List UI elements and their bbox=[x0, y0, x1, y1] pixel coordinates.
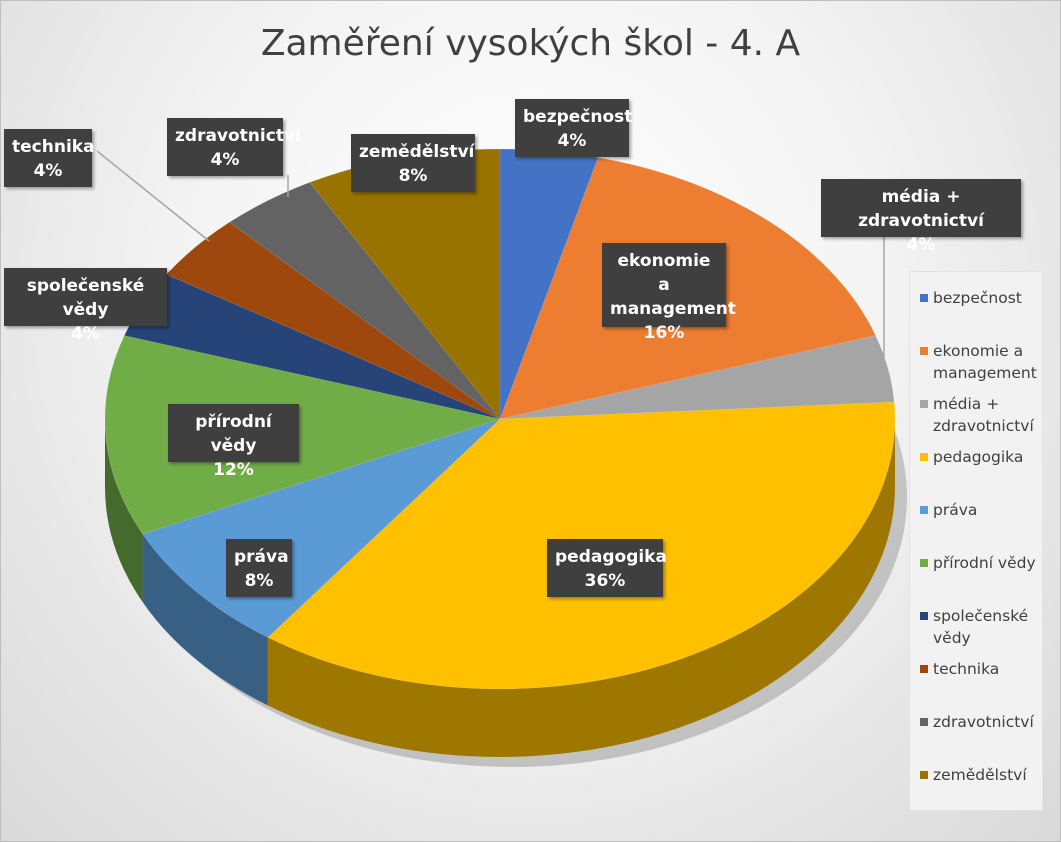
data-label-média-+-zdravotnictví: média + zdravotnictví 4% bbox=[821, 179, 1021, 255]
data-label-percent: 36% bbox=[584, 571, 626, 591]
legend-swatch bbox=[920, 294, 928, 302]
data-label-category: technika bbox=[12, 137, 95, 157]
legend-swatch bbox=[920, 506, 928, 514]
legend-label: zemědělství bbox=[933, 766, 1027, 784]
legend-label: zdravotnictví bbox=[933, 713, 1034, 731]
legend-item: práva bbox=[920, 499, 1042, 552]
legend-item: technika bbox=[920, 658, 1042, 711]
data-label-přírodní-vědy: přírodní vědy 12% bbox=[168, 404, 299, 480]
pie-slice-média-+-zdravotnictví bbox=[499, 335, 895, 420]
pie-side-přírodní-vědy bbox=[105, 419, 143, 602]
data-label-percent: 4% bbox=[557, 131, 587, 151]
legend-item: ekonomie a management bbox=[920, 340, 1042, 393]
legend-item: přírodní vědy bbox=[920, 552, 1042, 605]
chart-title: Zaměření vysokých škol - 4. A bbox=[260, 23, 801, 64]
data-label-percent: 8% bbox=[398, 166, 428, 186]
legend-swatch bbox=[920, 453, 928, 461]
legend-swatch bbox=[920, 612, 928, 620]
legend-item: bezpečnost bbox=[920, 287, 1042, 340]
data-label-category: přírodní vědy bbox=[195, 412, 272, 456]
data-label-category: zdravotnictví bbox=[175, 126, 301, 146]
legend-label: technika bbox=[933, 660, 1000, 678]
legend-item: pedagogika bbox=[920, 446, 1042, 499]
data-label-category: zemědělství bbox=[359, 142, 475, 162]
legend-label: společenské vědy bbox=[933, 607, 1029, 647]
data-label-pedagogika: pedagogika 36% bbox=[547, 539, 667, 597]
data-label-bezpečnost: bezpečnost 4% bbox=[515, 99, 633, 157]
leader-line bbox=[96, 150, 210, 242]
pie-slice-zdravotnictví bbox=[229, 182, 501, 420]
data-label-percent: 4% bbox=[33, 161, 63, 181]
data-label-percent: 4% bbox=[210, 150, 240, 170]
legend-swatch bbox=[920, 559, 928, 567]
data-label-category: společenské vědy bbox=[26, 276, 145, 320]
legend-item: zemědělství bbox=[920, 764, 1042, 817]
data-label-ekonomie-a-management: ekonomie a management 16% bbox=[602, 243, 736, 343]
data-label-percent: 16% bbox=[643, 323, 685, 343]
legend-label: bezpečnost bbox=[933, 289, 1022, 307]
legend-label: ekonomie a management bbox=[933, 342, 1037, 382]
data-label-percent: 4% bbox=[906, 235, 936, 255]
data-label-percent: 12% bbox=[213, 460, 254, 480]
data-label-percent: 4% bbox=[71, 324, 100, 344]
data-label-category: pedagogika bbox=[555, 547, 667, 567]
data-label-category: média + zdravotnictví bbox=[858, 187, 984, 231]
data-label-zdravotnictví: zdravotnictví 4% bbox=[167, 118, 301, 176]
legend-swatch bbox=[920, 718, 928, 726]
legend-label: práva bbox=[933, 501, 978, 519]
legend-item: společenské vědy bbox=[920, 605, 1042, 658]
legend-label: média + zdravotnictví bbox=[933, 395, 1034, 435]
legend-label: přírodní vědy bbox=[933, 554, 1036, 572]
pie-side-práva bbox=[142, 533, 268, 706]
legend-swatch bbox=[920, 771, 928, 779]
data-label-práva: práva 8% bbox=[226, 539, 292, 597]
legend-item: média + zdravotnictví bbox=[920, 393, 1042, 446]
data-label-technika: technika 4% bbox=[4, 129, 95, 187]
data-label-category: práva bbox=[234, 547, 289, 567]
data-label-zemědělství: zemědělství 8% bbox=[351, 134, 475, 192]
legend-label: pedagogika bbox=[933, 448, 1024, 466]
pie-slice-přírodní-vědy bbox=[104, 335, 501, 535]
data-label-category: bezpečnost bbox=[523, 107, 633, 127]
pie-side-pedagogika bbox=[267, 419, 895, 757]
legend-item: zdravotnictví bbox=[920, 711, 1042, 764]
legend: bezpečnost ekonomie a management média + z… bbox=[909, 271, 1043, 811]
data-label-společenské-vědy: společenské vědy 4% bbox=[4, 268, 167, 344]
legend-swatch bbox=[920, 347, 928, 355]
data-label-category: ekonomie a management bbox=[610, 251, 736, 319]
legend-swatch bbox=[920, 665, 928, 673]
legend-swatch bbox=[920, 400, 928, 408]
data-label-percent: 8% bbox=[244, 571, 274, 591]
